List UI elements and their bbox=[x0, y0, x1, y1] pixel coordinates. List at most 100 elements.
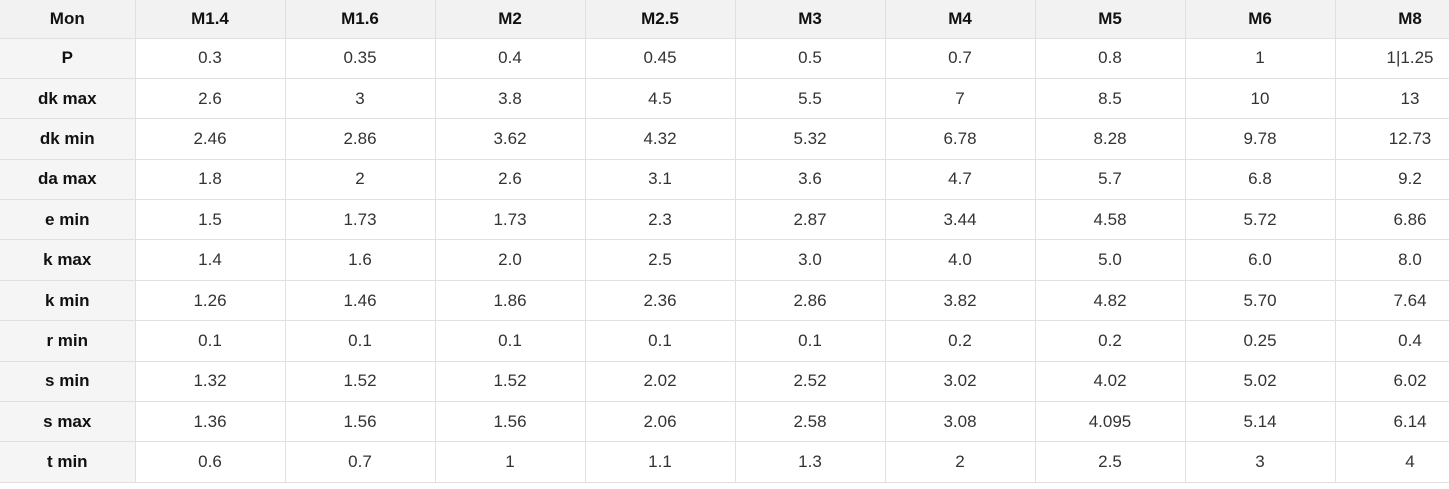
data-cell: 4 bbox=[1334, 441, 1449, 483]
data-cell: 0.4 bbox=[434, 37, 586, 79]
data-cell: 3.02 bbox=[884, 360, 1036, 403]
data-cell: 3.62 bbox=[434, 118, 586, 160]
data-cell: 13 bbox=[1334, 77, 1449, 120]
table-header: Mon M1.4 M1.6 M2 M2.5 M3 M4 M5 M6 M8 bbox=[0, 0, 1449, 39]
table-body: P 0.3 0.35 0.4 0.45 0.5 0.7 0.8 1 1|1.25 dk max 2.6… bbox=[0, 37, 1449, 483]
data-cell: 0.8 bbox=[1034, 37, 1186, 79]
row-label: r min bbox=[0, 320, 136, 362]
data-cell: 6.78 bbox=[884, 118, 1036, 160]
column-header-m1-6: M1.6 bbox=[284, 0, 436, 39]
data-cell: 5.70 bbox=[1184, 279, 1336, 322]
data-cell: 1.26 bbox=[134, 279, 286, 322]
data-cell: 4.58 bbox=[1034, 199, 1186, 241]
table-row-s-max: s max 1.36 1.56 1.56 2.06 2.58 3.08 4.095 5.14 6.… bbox=[0, 401, 1449, 443]
data-cell: 2.36 bbox=[584, 279, 736, 322]
data-cell: 6.86 bbox=[1334, 199, 1449, 241]
data-cell: 1.4 bbox=[134, 239, 286, 281]
data-cell: 6.0 bbox=[1184, 239, 1336, 281]
data-cell: 0.4 bbox=[1334, 320, 1449, 362]
row-label: da max bbox=[0, 158, 136, 201]
column-header-m4: M4 bbox=[884, 0, 1036, 39]
data-cell: 3.8 bbox=[434, 77, 586, 120]
row-label: dk max bbox=[0, 77, 136, 120]
data-cell: 1.8 bbox=[134, 158, 286, 201]
data-cell: 3.82 bbox=[884, 279, 1036, 322]
data-cell: 4.32 bbox=[584, 118, 736, 160]
data-cell: 1.52 bbox=[434, 360, 586, 403]
data-cell: 1.6 bbox=[284, 239, 436, 281]
data-cell: 7.64 bbox=[1334, 279, 1449, 322]
table-row-da-max: da max 1.8 2 2.6 3.1 3.6 4.7 5.7 6.8 9.2 bbox=[0, 158, 1449, 201]
data-cell: 2.6 bbox=[434, 158, 586, 201]
data-cell: 7 bbox=[884, 77, 1036, 120]
table-row-p: P 0.3 0.35 0.4 0.45 0.5 0.7 0.8 1 1|1.25 bbox=[0, 37, 1449, 79]
header-row: Mon M1.4 M1.6 M2 M2.5 M3 M4 M5 M6 M8 bbox=[0, 0, 1449, 39]
data-cell: 1.32 bbox=[134, 360, 286, 403]
data-cell: 5.5 bbox=[734, 77, 886, 120]
data-cell: 0.5 bbox=[734, 37, 886, 79]
data-cell: 1 bbox=[1184, 37, 1336, 79]
row-label: dk min bbox=[0, 118, 136, 160]
data-cell: 4.5 bbox=[584, 77, 736, 120]
data-cell: 8.28 bbox=[1034, 118, 1186, 160]
corner-header-cell: Mon bbox=[0, 0, 136, 39]
table-row-s-min: s min 1.32 1.52 1.52 2.02 2.52 3.02 4.02 5.02 6.0… bbox=[0, 360, 1449, 403]
data-cell: 0.1 bbox=[584, 320, 736, 362]
data-cell: 0.2 bbox=[1034, 320, 1186, 362]
data-cell: 5.7 bbox=[1034, 158, 1186, 201]
row-label: P bbox=[0, 37, 136, 79]
data-cell: 10 bbox=[1184, 77, 1336, 120]
data-cell: 0.1 bbox=[434, 320, 586, 362]
data-cell: 5.0 bbox=[1034, 239, 1186, 281]
data-cell: 1.36 bbox=[134, 401, 286, 443]
row-label: t min bbox=[0, 441, 136, 483]
row-label: k max bbox=[0, 239, 136, 281]
data-cell: 0.35 bbox=[284, 37, 436, 79]
row-label: k min bbox=[0, 279, 136, 322]
data-cell: 2.06 bbox=[584, 401, 736, 443]
data-cell: 1|1.25 bbox=[1334, 37, 1449, 79]
data-cell: 1.73 bbox=[434, 199, 586, 241]
data-cell: 2.86 bbox=[734, 279, 886, 322]
table-row-k-max: k max 1.4 1.6 2.0 2.5 3.0 4.0 5.0 6.0 8.0 bbox=[0, 239, 1449, 281]
data-cell: 0.2 bbox=[884, 320, 1036, 362]
data-cell: 0.3 bbox=[134, 37, 286, 79]
data-cell: 1.1 bbox=[584, 441, 736, 483]
data-cell: 3.0 bbox=[734, 239, 886, 281]
column-header-m2-5: M2.5 bbox=[584, 0, 736, 39]
data-cell: 0.7 bbox=[884, 37, 1036, 79]
data-cell: 5.72 bbox=[1184, 199, 1336, 241]
data-cell: 3.44 bbox=[884, 199, 1036, 241]
data-cell: 2.46 bbox=[134, 118, 286, 160]
data-cell: 2.0 bbox=[434, 239, 586, 281]
data-cell: 0.1 bbox=[134, 320, 286, 362]
column-header-m8: M8 bbox=[1334, 0, 1449, 39]
data-cell: 4.7 bbox=[884, 158, 1036, 201]
data-cell: 2.3 bbox=[584, 199, 736, 241]
data-cell: 9.2 bbox=[1334, 158, 1449, 201]
data-cell: 2 bbox=[284, 158, 436, 201]
data-cell: 5.32 bbox=[734, 118, 886, 160]
data-cell: 3.08 bbox=[884, 401, 1036, 443]
data-cell: 2.02 bbox=[584, 360, 736, 403]
data-cell: 4.82 bbox=[1034, 279, 1186, 322]
data-cell: 2.58 bbox=[734, 401, 886, 443]
table-row-r-min: r min 0.1 0.1 0.1 0.1 0.1 0.2 0.2 0.25 0.4 bbox=[0, 320, 1449, 362]
table-row-dk-max: dk max 2.6 3 3.8 4.5 5.5 7 8.5 10 13 bbox=[0, 77, 1449, 120]
data-cell: 3.1 bbox=[584, 158, 736, 201]
data-cell: 0.45 bbox=[584, 37, 736, 79]
data-cell: 4.0 bbox=[884, 239, 1036, 281]
column-header-m1-4: M1.4 bbox=[134, 0, 286, 39]
data-cell: 2.6 bbox=[134, 77, 286, 120]
data-cell: 9.78 bbox=[1184, 118, 1336, 160]
data-cell: 8.5 bbox=[1034, 77, 1186, 120]
data-cell: 1.73 bbox=[284, 199, 436, 241]
data-cell: 0.1 bbox=[284, 320, 436, 362]
column-header-m5: M5 bbox=[1034, 0, 1186, 39]
data-cell: 8.0 bbox=[1334, 239, 1449, 281]
data-cell: 0.7 bbox=[284, 441, 436, 483]
data-cell: 6.02 bbox=[1334, 360, 1449, 403]
data-cell: 1.46 bbox=[284, 279, 436, 322]
data-cell: 2.87 bbox=[734, 199, 886, 241]
